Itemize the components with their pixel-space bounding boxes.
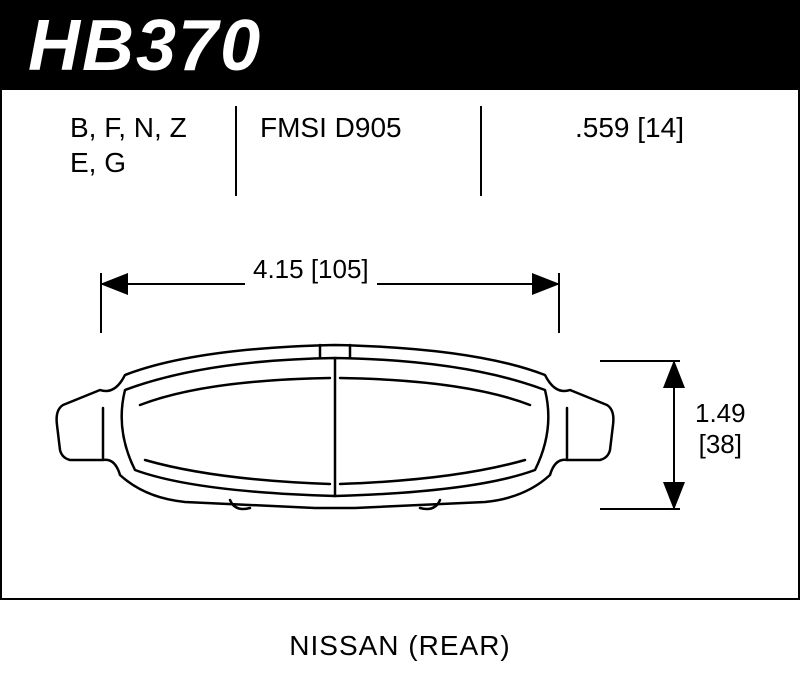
spec-compounds: B, F, N, Z E, G — [70, 110, 187, 180]
dim-height-mm: [38] — [699, 429, 742, 459]
spec-thickness: .559 [14] — [575, 110, 684, 145]
dim-width-label: 4.15 [105] — [245, 254, 377, 285]
spec-separator-1 — [235, 106, 237, 196]
dim-height-label: 1.49 [38] — [695, 398, 746, 460]
compounds-line1: B, F, N, Z — [70, 112, 187, 143]
dim-width-arrow-right-icon — [532, 273, 560, 295]
spec-fmsi: FMSI D905 — [260, 110, 402, 145]
dim-height-in: 1.49 — [695, 398, 746, 428]
page-root: HB370 B, F, N, Z E, G FMSI D905 .559 [14… — [0, 0, 800, 691]
spec-separator-2 — [480, 106, 482, 196]
dim-width-arrow-left-icon — [100, 273, 128, 295]
brake-pad-drawing — [55, 330, 615, 530]
compounds-line2: E, G — [70, 147, 126, 178]
caption: NISSAN (REAR) — [0, 630, 800, 662]
part-number-title: HB370 — [28, 5, 262, 87]
dim-height-arrow-down-icon — [663, 482, 685, 510]
dim-height-arrow-up-icon — [663, 360, 685, 388]
